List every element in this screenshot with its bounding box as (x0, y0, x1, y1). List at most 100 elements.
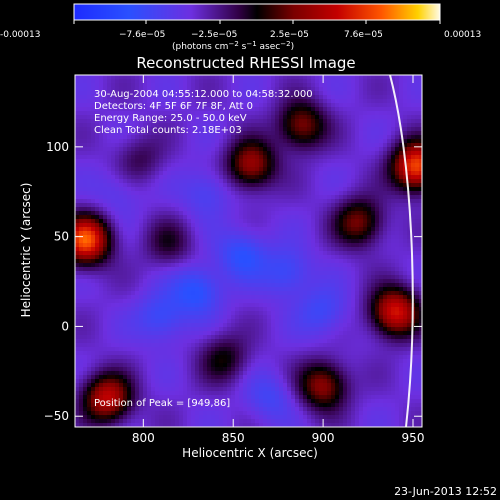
heatmap-cell (91, 171, 96, 176)
heatmap-cell (359, 231, 364, 236)
heatmap-cell (179, 251, 184, 256)
heatmap-cell (135, 203, 140, 208)
heatmap-cell (415, 147, 420, 152)
heatmap-cell (363, 107, 368, 112)
heatmap-cell (255, 295, 260, 300)
heatmap-cell (211, 259, 216, 264)
heatmap-cell (175, 183, 180, 188)
heatmap-cell (371, 139, 376, 144)
heatmap-cell (111, 195, 116, 200)
heatmap-cell (83, 231, 88, 236)
heatmap-cell (331, 103, 336, 108)
heatmap-cell (147, 83, 152, 88)
heatmap-cell (383, 251, 388, 256)
heatmap-cell (219, 203, 224, 208)
heatmap-cell (395, 275, 400, 280)
heatmap-cell (407, 143, 412, 148)
heatmap-cell (119, 179, 124, 184)
heatmap-cell (395, 267, 400, 272)
heatmap-cell (75, 255, 80, 260)
heatmap-cell (159, 243, 164, 248)
heatmap-cell (263, 255, 268, 260)
heatmap-cell (151, 267, 156, 272)
heatmap-cell (371, 159, 376, 164)
heatmap-cell (103, 79, 108, 84)
heatmap-cell (407, 155, 412, 160)
heatmap-cell (87, 223, 92, 228)
heatmap-cell (243, 291, 248, 296)
heatmap-cell (115, 155, 120, 160)
heatmap-cell (307, 167, 312, 172)
heatmap-cell (223, 155, 228, 160)
heatmap-cell (371, 115, 376, 120)
heatmap-cell (303, 187, 308, 192)
heatmap-cell (127, 135, 132, 140)
heatmap-cell (207, 167, 212, 172)
heatmap-cell (299, 243, 304, 248)
heatmap-cell (279, 79, 284, 84)
heatmap-cell (335, 95, 340, 100)
heatmap-cell (155, 279, 160, 284)
heatmap-cell (403, 287, 408, 292)
heatmap-cell (279, 203, 284, 208)
heatmap-cell (255, 219, 260, 224)
heatmap-cell (179, 203, 184, 208)
heatmap-cell (299, 139, 304, 144)
heatmap-cell (95, 143, 100, 148)
heatmap-cell (319, 179, 324, 184)
heatmap-cell (171, 295, 176, 300)
heatmap-cell (395, 199, 400, 204)
heatmap-cell (75, 211, 80, 216)
heatmap-cell (131, 247, 136, 252)
heatmap-cell (271, 255, 276, 260)
heatmap-cell (271, 291, 276, 296)
heatmap-cell (191, 231, 196, 236)
heatmap-cell (391, 79, 396, 84)
heatmap-cell (83, 111, 88, 116)
heatmap-cell (303, 135, 308, 140)
heatmap-cell (411, 139, 416, 144)
heatmap-cell (383, 295, 388, 300)
heatmap-cell (163, 291, 168, 296)
heatmap-cell (207, 263, 212, 268)
heatmap-cell (103, 167, 108, 172)
heatmap-cell (215, 187, 220, 192)
heatmap-cell (379, 95, 384, 100)
heatmap-cell (171, 143, 176, 148)
heatmap-cell (167, 119, 172, 124)
heatmap-cell (87, 235, 92, 240)
heatmap-cell (191, 203, 196, 208)
heatmap-cell (87, 255, 92, 260)
heatmap-cell (407, 219, 412, 224)
heatmap-cell (263, 231, 268, 236)
heatmap-cell (355, 255, 360, 260)
heatmap-cell (291, 95, 296, 100)
heatmap-cell (159, 211, 164, 216)
heatmap-cell (187, 99, 192, 104)
heatmap-cell (419, 83, 422, 88)
heatmap-cell (379, 99, 384, 104)
heatmap-cell (371, 211, 376, 216)
heatmap-cell (371, 175, 376, 180)
heatmap-cell (311, 259, 316, 264)
heatmap-cell (403, 295, 408, 300)
heatmap-cell (399, 283, 404, 288)
heatmap-cell (267, 279, 272, 284)
heatmap-cell (131, 147, 136, 152)
heatmap-cell (167, 243, 172, 248)
heatmap-cell (139, 219, 144, 224)
heatmap-cell (415, 131, 420, 136)
heatmap-cell (231, 151, 236, 156)
heatmap-cell (323, 127, 328, 132)
heatmap-cell (355, 263, 360, 268)
heatmap-cell (271, 251, 276, 256)
heatmap-cell (103, 223, 108, 228)
heatmap-cell (115, 211, 120, 216)
heatmap-cell (87, 271, 92, 276)
heatmap-cell (111, 215, 116, 220)
heatmap-cell (347, 235, 352, 240)
heatmap-cell (159, 251, 164, 256)
heatmap-cell (171, 139, 176, 144)
heatmap-cell (91, 75, 96, 80)
heatmap-cell (335, 247, 340, 252)
